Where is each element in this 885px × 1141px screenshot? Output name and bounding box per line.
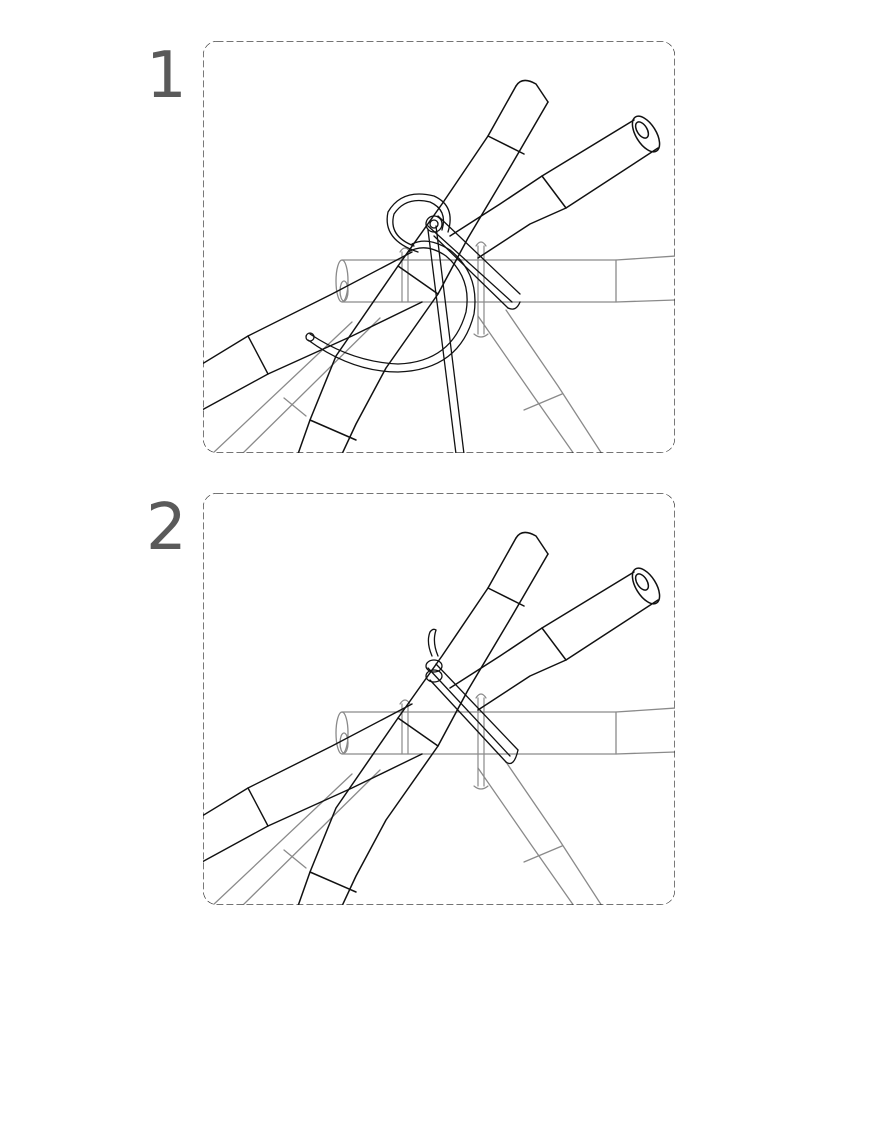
step-number: 2 bbox=[146, 491, 187, 565]
back-pole-left bbox=[211, 317, 381, 453]
rope-tightened bbox=[425, 628, 519, 765]
clip-right bbox=[473, 693, 489, 790]
step-1-illustration bbox=[203, 41, 675, 453]
clip-right bbox=[473, 241, 489, 338]
back-pole-right bbox=[477, 309, 603, 453]
step-2-illustration-panel bbox=[202, 492, 676, 906]
back-pole-right bbox=[477, 761, 603, 905]
pole-upper-right bbox=[449, 115, 661, 259]
horizontal-pole bbox=[335, 255, 675, 303]
rope bbox=[305, 193, 521, 453]
pole-upper-right bbox=[449, 567, 661, 711]
pole-main-diagonal bbox=[297, 531, 549, 905]
pole-main-diagonal bbox=[297, 79, 549, 453]
frame-dashed bbox=[203, 493, 675, 905]
horizontal-pole bbox=[335, 707, 675, 755]
step-number: 1 bbox=[146, 39, 187, 113]
step-2-illustration bbox=[203, 493, 675, 905]
back-pole-left bbox=[211, 769, 381, 905]
pole-lower-left bbox=[203, 703, 423, 863]
step-2: 2 bbox=[0, 482, 885, 912]
pole-lower-left bbox=[203, 251, 423, 411]
step-1: 1 bbox=[0, 30, 885, 460]
step-1-illustration-panel bbox=[202, 40, 676, 454]
